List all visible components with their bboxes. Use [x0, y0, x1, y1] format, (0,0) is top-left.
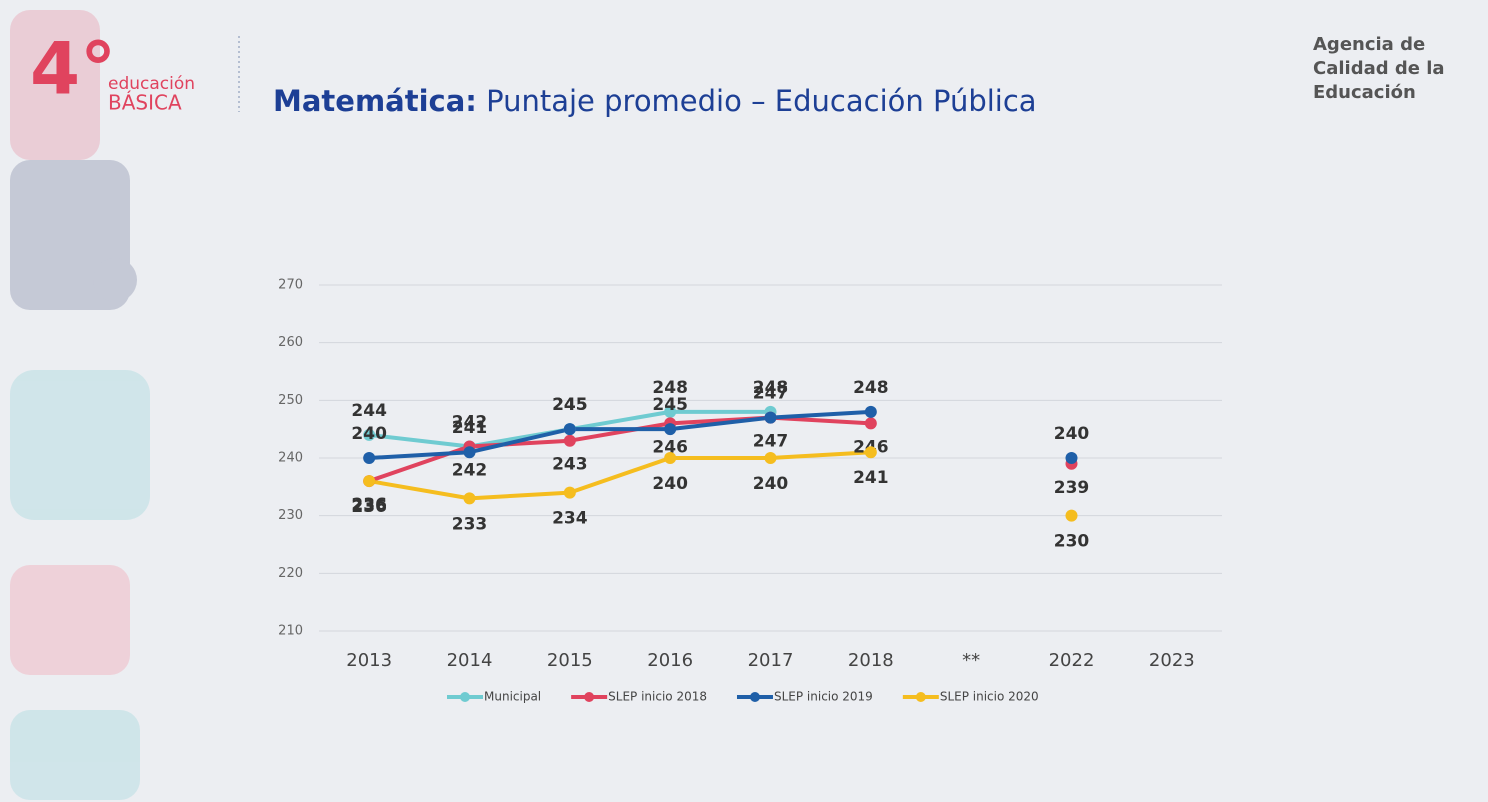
point — [563, 486, 576, 499]
point — [463, 492, 476, 505]
y-tick-label: 260 — [278, 335, 303, 350]
value-label: 240 — [652, 474, 688, 494]
agency-line: Educación — [1313, 82, 1416, 103]
title-text: Puntaje promedio – Educación Pública — [486, 84, 1036, 118]
value-label: 248 — [753, 378, 789, 398]
value-label: 239 — [1054, 478, 1090, 498]
point — [764, 411, 777, 424]
value-label: 242 — [452, 460, 488, 480]
point — [563, 423, 576, 436]
value-label: 241 — [452, 418, 488, 438]
point — [664, 405, 677, 418]
y-tick-label: 210 — [278, 624, 303, 639]
value-label: 246 — [652, 437, 688, 457]
value-label: 243 — [552, 455, 588, 475]
value-label: 244 — [351, 401, 387, 421]
legend-label: Municipal — [484, 690, 541, 704]
value-label: 248 — [853, 378, 889, 398]
agency-line: Calidad de la — [1313, 58, 1445, 79]
x-tick-label: 2017 — [748, 650, 794, 671]
agency-line: Agencia de — [1313, 34, 1425, 55]
value-label: 233 — [452, 514, 488, 534]
x-tick-label: 2014 — [447, 650, 493, 671]
point — [864, 417, 877, 430]
value-label: 245 — [652, 395, 688, 415]
point — [864, 405, 877, 418]
point — [463, 446, 476, 459]
badge-line: BÁSICA — [108, 91, 182, 115]
point — [764, 452, 777, 464]
puzzle-decor — [10, 10, 150, 800]
value-label: 240 — [1054, 424, 1090, 444]
value-label: 245 — [552, 395, 588, 415]
title-lead: Matemática: — [273, 84, 477, 118]
value-label: 236 — [351, 495, 387, 515]
value-label: 245 — [552, 395, 588, 415]
value-label: 234 — [552, 509, 588, 529]
value-label: 241 — [853, 468, 889, 488]
value-label: 242 — [452, 412, 488, 432]
legend-label: SLEP inicio 2018 — [608, 690, 707, 704]
y-tick-label: 230 — [278, 508, 303, 523]
value-label: 240 — [753, 474, 789, 494]
point — [1065, 452, 1078, 464]
point — [563, 434, 576, 447]
value-label: 247 — [753, 384, 789, 404]
x-tick-label: 2018 — [848, 650, 894, 671]
legend-marker — [749, 692, 760, 702]
x-tick-label: ** — [962, 650, 980, 671]
x-tick-label: 2015 — [547, 650, 593, 671]
y-tick-label: 240 — [278, 451, 303, 466]
point — [864, 446, 877, 459]
value-label: 240 — [351, 424, 387, 444]
legend-label: SLEP inicio 2019 — [774, 690, 873, 704]
badge-line: educación — [108, 74, 195, 94]
x-tick-label: 2022 — [1049, 650, 1095, 671]
point — [363, 475, 376, 488]
point — [664, 423, 677, 436]
value-label: 236 — [351, 497, 387, 517]
y-tick-label: 270 — [278, 278, 303, 293]
legend-label: SLEP inicio 2020 — [940, 690, 1039, 704]
x-tick-label: 2016 — [647, 650, 693, 671]
y-tick-label: 220 — [278, 566, 303, 581]
badge-number: 4° — [30, 27, 116, 111]
chart-title: Matemática: Puntaje promedio – Educación… — [273, 84, 1037, 118]
legend-marker — [584, 692, 595, 702]
y-tick-label: 250 — [278, 393, 303, 408]
point — [1065, 509, 1078, 522]
point — [363, 428, 376, 441]
point — [664, 452, 677, 464]
point — [363, 452, 376, 464]
legend-marker — [915, 692, 926, 702]
x-tick-label: 2023 — [1149, 650, 1195, 671]
legend-marker — [460, 692, 470, 702]
value-label: 248 — [652, 378, 688, 398]
value-label: 247 — [753, 432, 789, 452]
x-tick-label: 2013 — [346, 650, 392, 671]
value-label: 230 — [1054, 532, 1090, 552]
